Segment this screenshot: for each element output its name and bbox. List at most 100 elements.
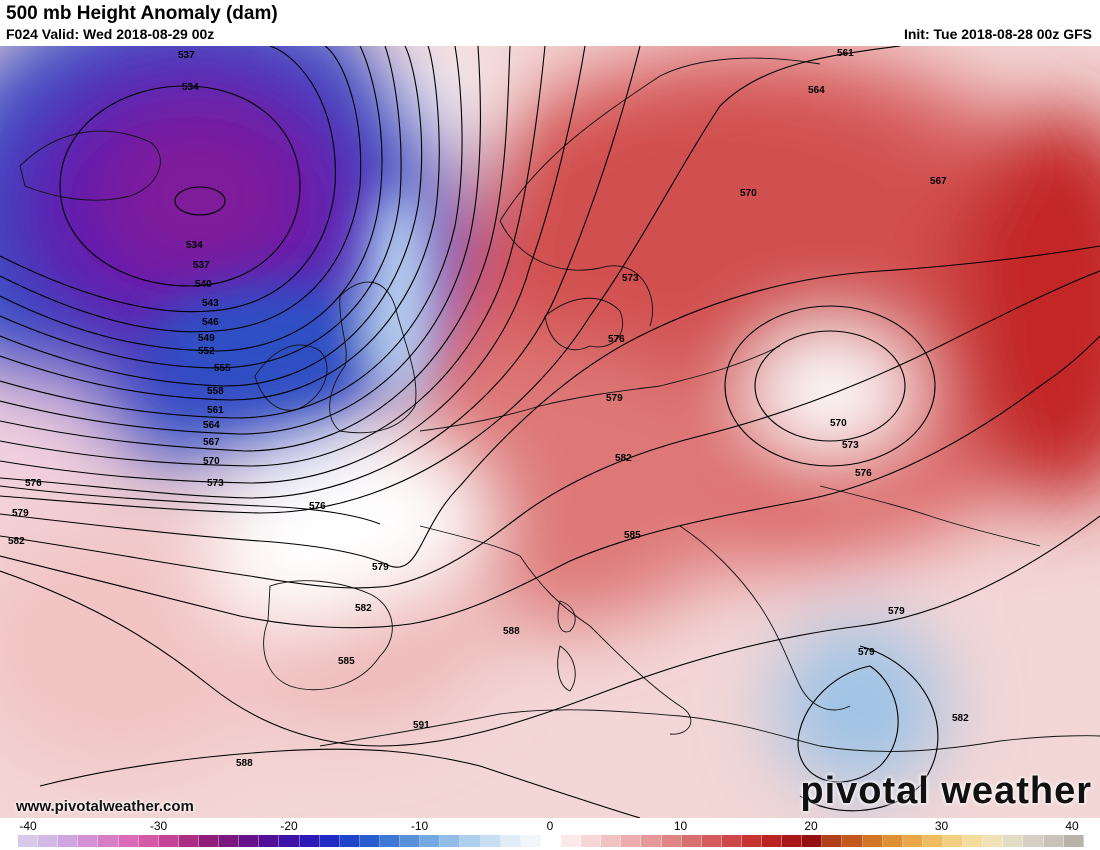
colorbar-swatch [902, 835, 923, 847]
colorbar-tick-label: -30 [149, 819, 168, 833]
colorbar-swatch [1043, 835, 1064, 847]
contour-label: 579 [12, 508, 29, 519]
brand-logo: pivotal weather [800, 770, 1092, 812]
colorbar-swatch [78, 835, 99, 847]
colorbar-swatch [58, 835, 79, 847]
colorbar-tick-label: -20 [280, 819, 298, 833]
contour-label: 534 [182, 82, 199, 93]
anomaly-map[interactable]: 537 534 534 537 540 543 546 549 552 555 … [0, 46, 1100, 818]
contour-label: 588 [503, 626, 520, 637]
contour-label: 570 [830, 418, 847, 429]
contour-label: 582 [8, 536, 25, 547]
contour-label: 582 [355, 603, 372, 614]
colorbar-swatch [118, 835, 139, 847]
colorbar: -40 -30 -20 -10 0 10 20 30 40 [0, 818, 1100, 850]
colorbar-swatch [279, 835, 300, 847]
colorbar-swatch [983, 835, 1004, 847]
colorbar-swatch [480, 835, 501, 847]
colorbar-swatch [500, 835, 521, 847]
colorbar-swatch [922, 835, 944, 847]
colorbar-swatch [38, 835, 59, 847]
colorbar-tick-label: 10 [673, 819, 688, 833]
contour-label: 573 [207, 478, 224, 489]
contour-label: 537 [178, 50, 195, 61]
colorbar-tick-label: -10 [410, 819, 429, 833]
colorbar-swatch [581, 835, 602, 847]
contour-label: 570 [203, 456, 220, 467]
colorbar-swatch [178, 835, 199, 847]
contour-label: 576 [855, 468, 872, 479]
colorbar-swatch [379, 835, 401, 847]
contour-label: 567 [203, 437, 220, 448]
header-bar: 500 mb Height Anomaly (dam) F024 Valid: … [0, 0, 1100, 46]
contour-label: 579 [372, 562, 389, 573]
colorbar-swatch [782, 835, 803, 847]
contour-label: 576 [25, 478, 42, 489]
contour-label: 573 [842, 440, 859, 451]
colorbar-swatch [98, 835, 119, 847]
colorbar-swatch [802, 835, 823, 847]
contour-label: 549 [198, 333, 215, 344]
colorbar-swatch [641, 835, 662, 847]
contour-label: 576 [608, 334, 625, 345]
colorbar-swatch [400, 835, 421, 847]
contour-label: 579 [606, 393, 623, 404]
colorbar-swatch [198, 835, 220, 847]
contour-label: 570 [740, 188, 757, 199]
colorbar-swatch [1063, 835, 1084, 847]
contour-label: 552 [198, 346, 215, 357]
colorbar-swatch [701, 835, 722, 847]
colorbar-swatch [681, 835, 702, 847]
contour-label: 585 [624, 530, 641, 541]
contour-label: 564 [203, 420, 220, 431]
contour-label: 567 [930, 176, 947, 187]
contour-label: 555 [214, 363, 231, 374]
colorbar-tick-label: 30 [934, 819, 949, 833]
anomaly-shading [0, 46, 1100, 818]
contour-label: 579 [858, 647, 875, 658]
contour-label: 585 [338, 656, 355, 667]
contour-label: 561 [207, 405, 224, 416]
website-url[interactable]: www.pivotalweather.com [16, 798, 194, 815]
contour-label: 537 [193, 260, 210, 271]
colorbar-tick-label: 40 [1065, 819, 1079, 833]
colorbar-swatch [319, 835, 340, 847]
coastlines [19, 57, 1100, 752]
contour-label: 534 [186, 240, 203, 251]
colorbar-swatch [420, 835, 441, 847]
colorbar-swatch [359, 835, 380, 847]
colorbar-swatch [1023, 835, 1044, 847]
height-contours [0, 46, 1100, 818]
colorbar-swatch [299, 835, 320, 847]
colorbar-tick-label: 20 [804, 819, 818, 833]
colorbar-swatch [259, 835, 280, 847]
colorbar-swatch [882, 835, 903, 847]
colorbar-swatch [219, 835, 240, 847]
contour-label: 588 [236, 758, 253, 769]
contour-label: 558 [207, 386, 224, 397]
colorbar-swatch [762, 835, 783, 847]
contour-label: 591 [413, 720, 430, 731]
colorbar-swatch [822, 835, 843, 847]
colorbar-tick-label: -40 [19, 819, 37, 833]
colorbar-swatch [721, 835, 742, 847]
colorbar-swatch [661, 835, 682, 847]
colorbar-swatch [963, 835, 984, 847]
colorbar-swatch [862, 835, 883, 847]
colorbar-swatch [741, 835, 763, 847]
contour-labels: 537 534 534 537 540 543 546 549 552 555 … [8, 48, 969, 769]
contour-label: 582 [615, 453, 632, 464]
colorbar-swatches [18, 835, 1084, 847]
colorbar-swatch [239, 835, 260, 847]
colorbar-swatch [158, 835, 179, 847]
colorbar-swatch [601, 835, 622, 847]
contour-label: 564 [808, 85, 825, 96]
contour-label: 561 [837, 48, 854, 59]
contour-label: 579 [888, 606, 905, 617]
colorbar-swatch [460, 835, 481, 847]
colorbar-swatch [138, 835, 159, 847]
colorbar-swatch [1003, 835, 1024, 847]
colorbar-swatch [339, 835, 360, 847]
colorbar-swatch [943, 835, 964, 847]
